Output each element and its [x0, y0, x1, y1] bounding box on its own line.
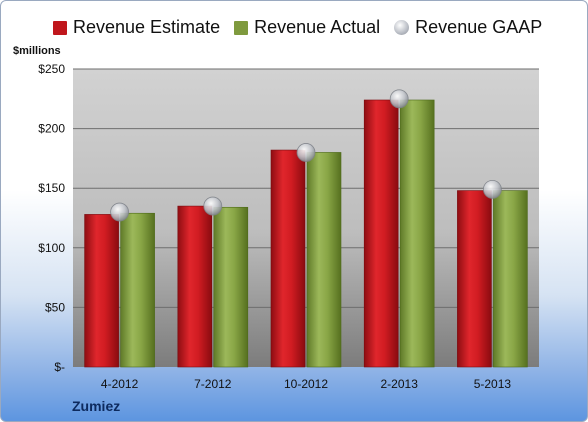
legend-item-estimate: Revenue Estimate: [53, 17, 220, 38]
legend: Revenue Estimate Revenue Actual Revenue …: [53, 17, 542, 38]
bar-estimate: [84, 214, 119, 368]
y-tick-label: $250: [38, 62, 65, 76]
legend-swatch-gaap: [394, 20, 410, 35]
x-tick-label: 4-2012: [101, 377, 139, 391]
x-tick-label: 5-2013: [474, 377, 512, 391]
y-tick-label: $50: [45, 300, 65, 314]
bar-estimate: [270, 149, 306, 368]
bar-actual: [213, 206, 249, 368]
x-axis: 4-2012 7-2012 10-2012 2-2013 5-2013: [101, 377, 511, 391]
marker-gaap: [389, 89, 409, 109]
x-tick-label: 10-2012: [284, 377, 328, 391]
bar-actual: [399, 99, 435, 368]
y-axis: $- $50 $100 $150 $200 $250: [38, 62, 65, 374]
marker-gaap: [203, 196, 223, 216]
bar-actual: [306, 152, 342, 368]
bar-estimate: [177, 205, 213, 368]
legend-item-gaap: Revenue GAAP: [394, 17, 542, 38]
legend-item-actual: Revenue Actual: [234, 17, 380, 38]
company-name: Zumiez: [72, 398, 121, 414]
bar-estimate: [363, 99, 399, 368]
x-tick-label: 2-2013: [381, 377, 419, 391]
bar-actual: [120, 212, 155, 368]
x-tick-label: 7-2012: [194, 377, 232, 391]
bar-actual: [493, 190, 528, 368]
legend-swatch-actual: [234, 20, 249, 35]
legend-label-gaap: Revenue GAAP: [415, 17, 543, 37]
y-tick-label: $100: [38, 241, 65, 255]
y-tick-label: $150: [38, 181, 65, 195]
legend-label-actual: Revenue Actual: [254, 17, 381, 37]
y-tick-label: $-: [54, 360, 65, 374]
bar-estimate: [457, 190, 492, 368]
bars: [84, 89, 528, 368]
marker-gaap: [110, 202, 129, 222]
marker-gaap: [296, 143, 316, 162]
marker-gaap: [482, 179, 502, 199]
legend-label-estimate: Revenue Estimate: [73, 17, 221, 37]
y-axis-unit-label: $millions: [13, 45, 61, 57]
legend-swatch-estimate: [53, 20, 67, 35]
y-tick-label: $200: [38, 122, 65, 136]
